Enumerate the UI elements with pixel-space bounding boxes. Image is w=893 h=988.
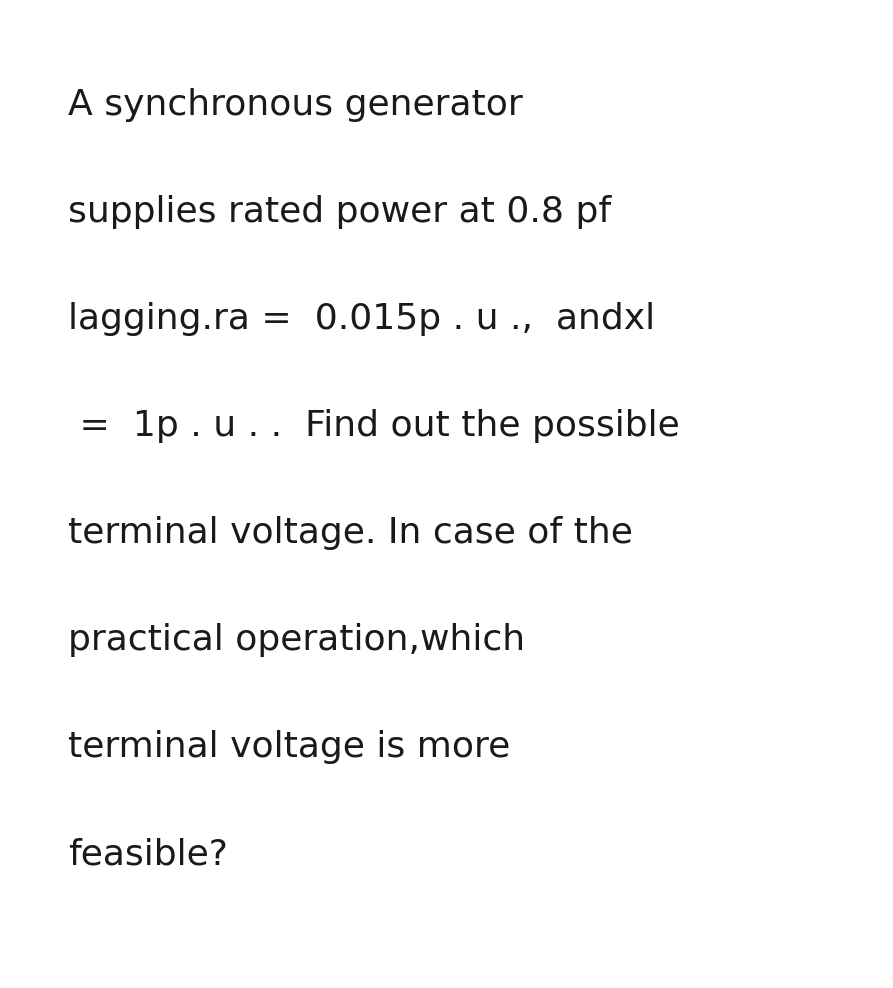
Text: =  1p . u . .  Find out the possible: = 1p . u . . Find out the possible: [68, 409, 680, 443]
Text: practical operation,which: practical operation,which: [68, 623, 525, 657]
Text: supplies rated power at 0.8 pf: supplies rated power at 0.8 pf: [68, 195, 611, 229]
Text: terminal voltage. In case of the: terminal voltage. In case of the: [68, 516, 633, 550]
Text: terminal voltage is more: terminal voltage is more: [68, 730, 510, 764]
Text: lagging.ra =  0.015p . u .,  andxl: lagging.ra = 0.015p . u ., andxl: [68, 302, 655, 336]
Text: A synchronous generator: A synchronous generator: [68, 88, 522, 122]
Text: feasible?: feasible?: [68, 837, 228, 871]
